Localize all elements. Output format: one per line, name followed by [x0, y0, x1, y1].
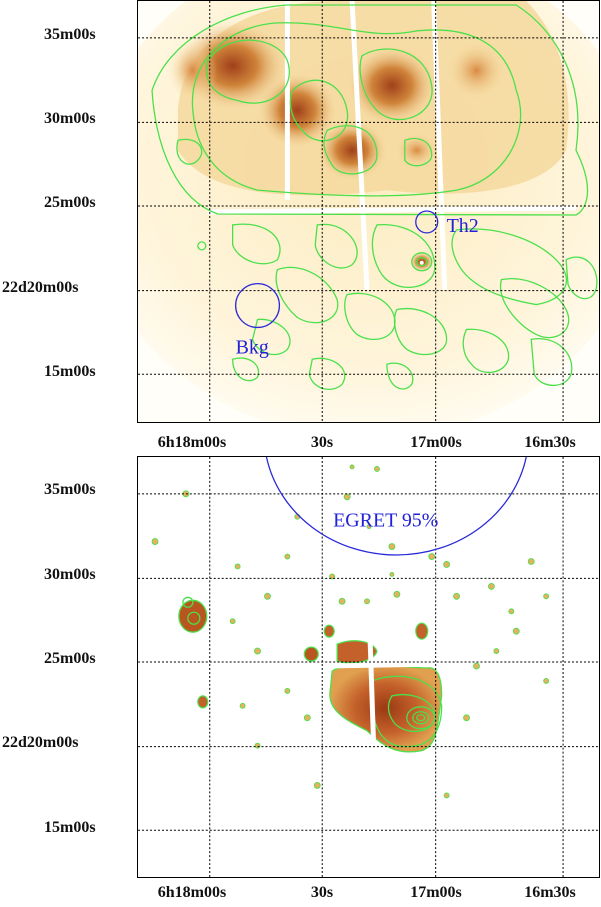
warm-spot [167, 40, 218, 101]
top-y-tick: 22d20m00s [2, 279, 79, 296]
th2-region-circle [415, 210, 439, 234]
top-y-tick: 15m00s [44, 363, 96, 380]
bottom-x-tick: 6h18m00s [157, 884, 227, 901]
bottom-x-tick: 16m30s [524, 884, 576, 901]
bottom-image-panel: EGRET 95% [137, 456, 600, 878]
small-source [303, 646, 319, 662]
egret-label: EGRET 95% [333, 510, 438, 532]
warm-spot [394, 132, 439, 169]
hot-spot [257, 72, 338, 149]
bottom-y-tick: 30m00s [44, 566, 96, 583]
bottom-y-tick: 25m00s [44, 650, 96, 667]
bottom-y-tick: 22d20m00s [2, 734, 79, 751]
emission-knot [336, 640, 378, 664]
source-core [419, 260, 424, 265]
contours [151, 4, 598, 390]
chip-gaps [327, 636, 442, 756]
top-x-tick: 17m00s [410, 434, 462, 451]
speckles [151, 464, 550, 799]
top-image-panel: Th2 Bkg [137, 0, 600, 423]
top-y-tick: 30m00s [44, 110, 96, 127]
egret-error-circle [265, 457, 527, 556]
top-x-tick: 6h18m00s [157, 434, 227, 451]
coordinate-grid [138, 1, 599, 422]
small-source [197, 695, 209, 709]
bottom-x-tick: 17m00s [410, 884, 462, 901]
top-x-tick: 30s [310, 434, 334, 451]
bkg-label: Bkg [236, 336, 269, 358]
bottom-x-tick: 30s [310, 884, 334, 901]
bottom-y-tick: 35m00s [44, 481, 96, 498]
top-panel-canvas: Th2 Bkg [138, 1, 599, 422]
bottom-panel-canvas: EGRET 95% [138, 457, 599, 877]
bottom-y-tick: 15m00s [44, 819, 96, 836]
top-y-tick: 35m00s [44, 26, 96, 43]
hot-spot [347, 45, 437, 126]
th2-label: Th2 [447, 215, 479, 237]
small-source [323, 624, 335, 638]
top-x-tick: 16m30s [524, 434, 576, 451]
top-y-tick: 25m00s [44, 194, 96, 211]
bkg-region-circle [234, 283, 281, 329]
warm-spot [446, 40, 507, 101]
hot-spot [317, 120, 387, 181]
small-source [415, 622, 429, 640]
coordinate-grid [138, 457, 599, 877]
